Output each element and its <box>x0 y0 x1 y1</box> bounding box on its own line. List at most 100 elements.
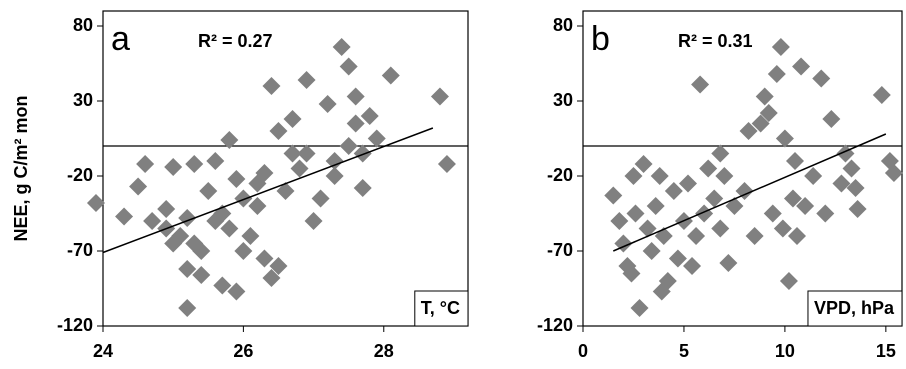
point <box>136 155 155 173</box>
point <box>192 266 211 284</box>
point <box>178 260 197 278</box>
point <box>763 204 782 223</box>
point <box>735 182 754 200</box>
point <box>739 122 758 140</box>
point <box>796 197 815 215</box>
point <box>255 164 274 182</box>
point <box>283 144 302 163</box>
point <box>213 276 232 295</box>
point <box>638 219 657 238</box>
point <box>248 197 267 215</box>
point <box>220 131 239 149</box>
point <box>715 167 734 185</box>
point <box>192 242 211 260</box>
point <box>822 110 841 128</box>
point <box>785 152 804 170</box>
point <box>178 299 197 317</box>
point <box>812 69 831 88</box>
point <box>624 167 643 185</box>
point <box>255 249 274 268</box>
r-squared: R² = 0.27 <box>198 31 273 51</box>
trend-line <box>612 133 887 252</box>
point <box>227 282 246 301</box>
point <box>691 75 710 94</box>
point <box>269 122 288 140</box>
point <box>719 254 738 272</box>
y-tick-label: -120 <box>57 315 93 335</box>
point <box>832 174 851 193</box>
x-label-box <box>414 290 469 327</box>
point <box>767 65 786 83</box>
point <box>290 159 309 178</box>
point <box>157 200 176 218</box>
point <box>745 227 764 245</box>
point <box>705 189 724 208</box>
point <box>325 152 344 170</box>
point <box>234 189 253 208</box>
point <box>262 77 281 95</box>
point <box>646 197 665 215</box>
point <box>604 186 623 205</box>
point <box>276 182 295 200</box>
y-tick-label: -120 <box>537 315 573 335</box>
point <box>751 114 770 133</box>
y-tick-label: 80 <box>553 15 573 35</box>
panel-label: b <box>591 20 610 58</box>
point <box>262 269 281 287</box>
x-tick-label: 10 <box>775 341 795 361</box>
panel-label: a <box>111 20 130 58</box>
x-tick-label: 15 <box>876 341 896 361</box>
point <box>360 107 379 125</box>
point <box>115 207 134 226</box>
point <box>626 204 645 223</box>
point <box>206 152 225 170</box>
point <box>687 227 706 245</box>
point <box>622 264 641 283</box>
point <box>610 212 629 230</box>
point <box>206 212 225 230</box>
x-tick-label: 24 <box>93 341 113 361</box>
point <box>325 167 344 185</box>
x-tick-label: 5 <box>679 341 689 361</box>
point <box>755 87 774 106</box>
point <box>143 212 162 230</box>
point <box>678 174 697 193</box>
point <box>630 299 649 317</box>
plot-frame <box>102 10 469 327</box>
point <box>664 182 683 200</box>
y-axis-label: NEE, g C/m² mon <box>11 95 31 241</box>
point <box>234 242 253 260</box>
point <box>346 114 365 133</box>
point <box>668 249 687 268</box>
point <box>699 159 718 178</box>
point <box>164 158 183 176</box>
point <box>297 71 316 89</box>
point <box>848 200 867 218</box>
x-tick-label: 0 <box>578 341 588 361</box>
point <box>650 167 669 185</box>
point <box>759 104 778 122</box>
point <box>318 95 337 113</box>
point <box>164 234 183 253</box>
x-tick-label: 28 <box>374 341 394 361</box>
point <box>199 182 218 200</box>
y-tick-label: 30 <box>553 90 573 110</box>
point <box>353 144 372 163</box>
point <box>634 155 653 173</box>
point <box>683 257 702 275</box>
point <box>346 87 365 106</box>
y-tick-label: -70 <box>67 240 93 260</box>
point <box>367 129 386 148</box>
point <box>339 137 358 155</box>
point <box>788 227 807 245</box>
point <box>332 38 351 56</box>
y-tick-label: -70 <box>547 240 573 260</box>
point <box>227 170 246 188</box>
r-squared: R² = 0.31 <box>678 31 753 51</box>
point <box>695 204 714 223</box>
point <box>353 179 372 197</box>
y-tick-label: 80 <box>73 15 93 35</box>
point <box>241 227 260 245</box>
point <box>283 110 302 128</box>
